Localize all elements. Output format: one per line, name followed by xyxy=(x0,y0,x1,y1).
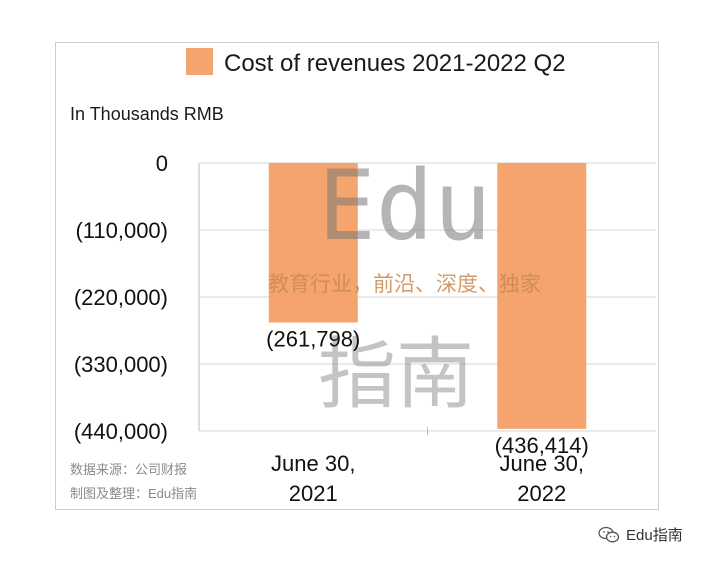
watermark-letters: Edu xyxy=(318,150,491,262)
watermark-tagline: 教育行业，前沿、深度、独家 xyxy=(268,273,541,296)
data-label: (436,414) xyxy=(495,433,589,458)
legend: Cost of revenues 2021-2022 Q2 xyxy=(186,48,566,77)
y-tick-label: (330,000) xyxy=(74,352,168,377)
watermark: Edu 教育行业，前沿、深度、独家 指南 xyxy=(268,150,541,418)
y-tick-label: (110,000) xyxy=(75,218,168,243)
chart-title: Cost of revenues 2021-2022 Q2 xyxy=(224,50,566,77)
data-labels: (261,798) (436,414) xyxy=(266,326,589,457)
y-axis-ticks: 0 (110,000) (220,000) (330,000) (440,000) xyxy=(74,151,168,444)
bar-chart: Edu 教育行业，前沿、深度、独家 指南 Cost of revenues 20… xyxy=(70,48,656,506)
brand: Edu指南 xyxy=(598,524,683,545)
category-label: June 30, xyxy=(500,451,584,476)
bars xyxy=(268,163,587,429)
category-label: June 30, xyxy=(271,451,355,476)
y-tick-label: (220,000) xyxy=(74,285,168,310)
bar xyxy=(268,163,358,323)
watermark-big-text: 指南 xyxy=(318,330,474,418)
chart-frame: Edu 教育行业，前沿、深度、独家 指南 Cost of revenues 20… xyxy=(55,42,659,510)
legend-swatch xyxy=(186,48,213,75)
category-label: 2022 xyxy=(517,481,566,506)
category-label: 2021 xyxy=(289,481,338,506)
y-tick-label: 0 xyxy=(156,151,168,176)
y-tick-label: (440,000) xyxy=(74,419,168,444)
bar xyxy=(497,163,587,429)
unit-label: In Thousands RMB xyxy=(70,104,224,124)
x-axis-categories: June 30, 2021 June 30, 2022 xyxy=(271,451,584,506)
source-note: 数据来源：公司财报 制图及整理：Edu指南 xyxy=(70,462,197,501)
wechat-icon xyxy=(598,526,620,542)
brand-label: Edu指南 xyxy=(626,527,683,544)
source-line-2: 制图及整理：Edu指南 xyxy=(70,486,197,501)
source-line-1: 数据来源：公司财报 xyxy=(70,462,187,477)
data-label: (261,798) xyxy=(266,326,360,351)
